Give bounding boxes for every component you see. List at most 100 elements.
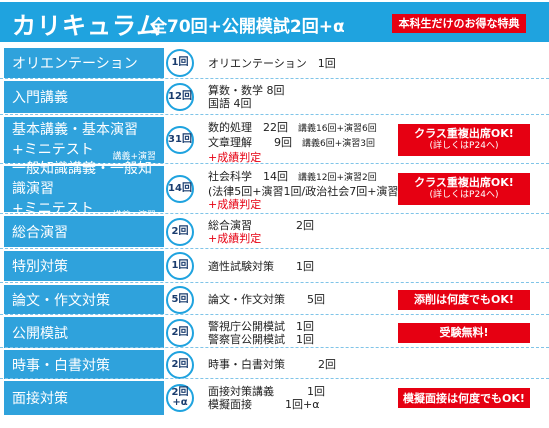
details: オリエンテーション 1回 (208, 57, 336, 70)
note-text: クラス重複出席OK! (414, 176, 514, 189)
row-label: 一般知識講義・一般知識演習 (12, 160, 152, 197)
row-separator (0, 378, 549, 379)
count: 12回 (168, 91, 192, 102)
details: 警視庁公開模試 1回 警察官公開模試 1回 (208, 320, 314, 346)
row-label-box: 論文・作文対策 (4, 285, 164, 314)
note-box: 添削は何度でもOK! (398, 289, 530, 310)
detail-text: 文章理解 9回 (208, 135, 292, 149)
count: 1回 (171, 57, 189, 68)
count-circle: 14回 (166, 175, 194, 203)
header-title: カリキュラム (12, 12, 162, 40)
count-circle: 5回 (166, 285, 194, 314)
row-label-line2: +ミニテスト (12, 141, 94, 158)
detail-line: 警視庁公開模試 1回 (208, 320, 314, 333)
detail-text: 面接対策講義 1回 (208, 385, 325, 398)
detail-line: 国語 4回 (208, 97, 285, 110)
count: 2回 (171, 358, 189, 370)
note-text: 受験無料! (439, 326, 489, 339)
note-box: 模擬面接は何度でもOK! (398, 388, 530, 408)
note-box: クラス重複出席OK! (詳しくはP24へ) (398, 124, 530, 156)
row-label-box: 時事・白書対策 (4, 350, 164, 379)
note-box: 受験無料! (398, 322, 530, 343)
details: 論文・作文対策 5回 (208, 293, 325, 306)
judgement: +成績判定 (208, 150, 262, 164)
row-label: 特別対策 (12, 259, 68, 275)
row-label: 論文・作文対策 (12, 292, 110, 309)
detail-text: (法律5回+演習1回/政治社会7回+演習1回) (208, 184, 421, 198)
row-sublabel: 講義+演習 (112, 208, 156, 221)
count: 1回 (171, 260, 189, 271)
row-separator (0, 282, 549, 283)
detail-line: 面接対策講義 1回 (208, 385, 325, 398)
note-box: クラス重複出席OK! (詳しくはP24へ) (398, 173, 530, 205)
count-circle: 2回 (166, 350, 194, 379)
row-separator (0, 314, 549, 315)
note-text: 模擬面接は何度でもOK! (403, 391, 525, 405)
judgement: +成績判定 (208, 231, 262, 245)
row-label-box: 特別対策 (4, 251, 164, 281)
detail-text: 国語 4回 (208, 97, 252, 110)
count: 5回 (171, 293, 189, 305)
detail-text: 数的処理 22回 (208, 120, 288, 134)
row-label-box: 公開模試 (4, 317, 164, 348)
count: 2回 (171, 326, 189, 338)
row-label: 面接対策 (12, 391, 68, 407)
row-sublabel: 講義+演習 (112, 151, 156, 162)
detail-text: 警視庁公開模試 1回 (208, 319, 314, 333)
row-separator (0, 347, 549, 348)
row-label-line2: +ミニテスト (12, 200, 94, 217)
row-label-box: 面接対策 (4, 381, 164, 415)
detail-text: 時事・白書対策 2回 (208, 358, 336, 371)
detail-line: 総合演習 2回 (208, 219, 314, 232)
row-separator (0, 114, 549, 115)
row-label: 時事・白書対策 (12, 357, 110, 374)
count-circle: 1回 (166, 49, 194, 77)
note-text: クラス重複出席OK! (414, 127, 514, 140)
detail-text: 総合演習 2回 (208, 218, 314, 232)
count-circle: 2回 +α (166, 384, 194, 412)
detail-breakdown: 講義16回+演習6回 (298, 123, 377, 134)
detail-text: 模擬面接 1回+α (208, 398, 320, 411)
row-label: オリエンテーション (12, 56, 138, 72)
details: 算数・数学 8回 国語 4回 (208, 84, 285, 110)
details: 適性試験対策 1回 (208, 260, 314, 273)
detail-line: 算数・数学 8回 (208, 84, 285, 97)
note-text: 添削は何度でもOK! (414, 293, 514, 306)
row-label-box: 入門講義 (4, 81, 164, 113)
row-label: 公開模試 (12, 325, 68, 342)
row-label-box: オリエンテーション (4, 48, 164, 78)
count: 2回 (171, 225, 189, 237)
count-circle: 31回 (166, 126, 194, 154)
count-circle: 1回 (166, 252, 194, 280)
note-sub: (詳しくはP24へ) (429, 141, 499, 151)
header-badge: 本科生だけのお得な特典 (392, 14, 526, 33)
detail-line: 社会科学 14回 講義12回+演習2回 (208, 170, 421, 185)
details: 総合演習 2回 +成績判定 (208, 219, 314, 245)
detail-text: 算数・数学 8回 (208, 84, 285, 97)
count: 31回 (168, 134, 192, 145)
row-label-box: 基本講義・基本演習 +ミニテスト 講義+演習 (4, 117, 164, 163)
detail-line: 時事・白書対策 2回 (208, 358, 336, 371)
count-extra: +α (172, 397, 188, 408)
header-subtitle: 全70回+公開模試2回+α (150, 17, 345, 37)
row-label-box: 一般知識講義・一般知識演習 +ミニテスト 講義+演習 (4, 161, 164, 221)
detail-line: 数的処理 22回 講義16回+演習6回 (208, 121, 377, 136)
row-label-box: 総合演習 (4, 216, 164, 247)
judgement: +成績判定 (208, 197, 262, 211)
detail-text: 社会科学 14回 (208, 169, 288, 183)
detail-text: 警察官公開模試 1回 (208, 332, 314, 346)
detail-line: 模擬面接 1回+α (208, 398, 325, 411)
detail-breakdown: 講義6回+演習3回 (302, 138, 375, 149)
row-label: 入門講義 (12, 90, 68, 106)
detail-line: 論文・作文対策 5回 (208, 293, 325, 306)
details: 数的処理 22回 講義16回+演習6回 文章理解 9回 講義6回+演習3回 +成績判定 (208, 121, 377, 164)
detail-line: オリエンテーション 1回 (208, 57, 336, 70)
details: 社会科学 14回 講義12回+演習2回 (法律5回+演習1回/政治社会7回+演習1回… (208, 170, 421, 211)
detail-text: オリエンテーション 1回 (208, 56, 336, 70)
detail-text: 論文・作文対策 5回 (208, 293, 325, 306)
detail-line: 文章理解 9回 講義6回+演習3回 (208, 136, 377, 151)
row-label: 総合演習 (12, 224, 68, 241)
count-circle: 2回 (166, 318, 194, 347)
count: 14回 (168, 183, 192, 194)
